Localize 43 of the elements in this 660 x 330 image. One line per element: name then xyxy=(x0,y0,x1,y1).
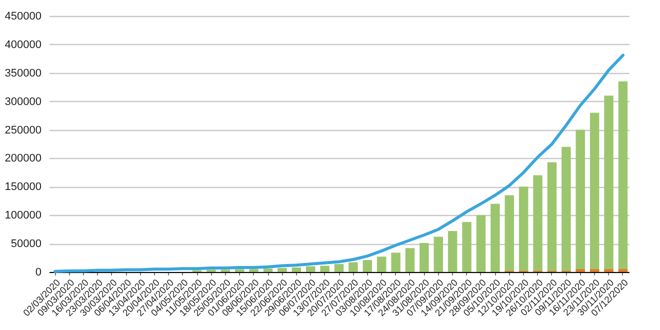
bar xyxy=(576,269,585,272)
y-tick-label: 100000 xyxy=(4,210,42,222)
y-tick-label: 350000 xyxy=(4,67,42,80)
bar xyxy=(547,162,557,272)
bar xyxy=(278,268,287,272)
y-tick-label: 0 xyxy=(35,266,42,278)
y-tick-label: 250000 xyxy=(4,124,42,136)
bar xyxy=(362,260,372,272)
bar xyxy=(504,195,514,272)
bar xyxy=(590,269,600,272)
bar xyxy=(590,112,600,272)
bar xyxy=(618,81,628,272)
bar xyxy=(533,175,542,272)
y-tick-label: 400000 xyxy=(4,38,42,51)
bar xyxy=(249,269,258,272)
bar xyxy=(348,262,358,272)
y-tick-label: 200000 xyxy=(4,152,42,165)
bar xyxy=(490,204,500,272)
bar xyxy=(476,215,486,272)
line-series xyxy=(54,54,624,273)
y-tick-label: 50000 xyxy=(10,238,42,250)
y-tick-label: 450000 xyxy=(4,10,42,22)
bar xyxy=(562,146,571,272)
bar xyxy=(376,256,386,272)
bar xyxy=(604,269,614,272)
bar xyxy=(420,242,429,272)
bar xyxy=(604,96,614,272)
y-tick-label: 150000 xyxy=(4,181,42,194)
bar xyxy=(306,266,316,272)
y-tick-label: 300000 xyxy=(4,96,42,108)
bar xyxy=(292,267,302,272)
bar xyxy=(235,269,244,272)
bar xyxy=(448,231,458,272)
bar xyxy=(518,186,528,272)
bar xyxy=(576,130,585,272)
bar xyxy=(263,268,273,272)
bar xyxy=(434,236,443,272)
bar xyxy=(618,269,628,272)
bar xyxy=(391,252,400,272)
bar xyxy=(405,248,415,272)
bar xyxy=(462,222,472,272)
bar xyxy=(334,264,344,272)
bar xyxy=(320,266,330,272)
